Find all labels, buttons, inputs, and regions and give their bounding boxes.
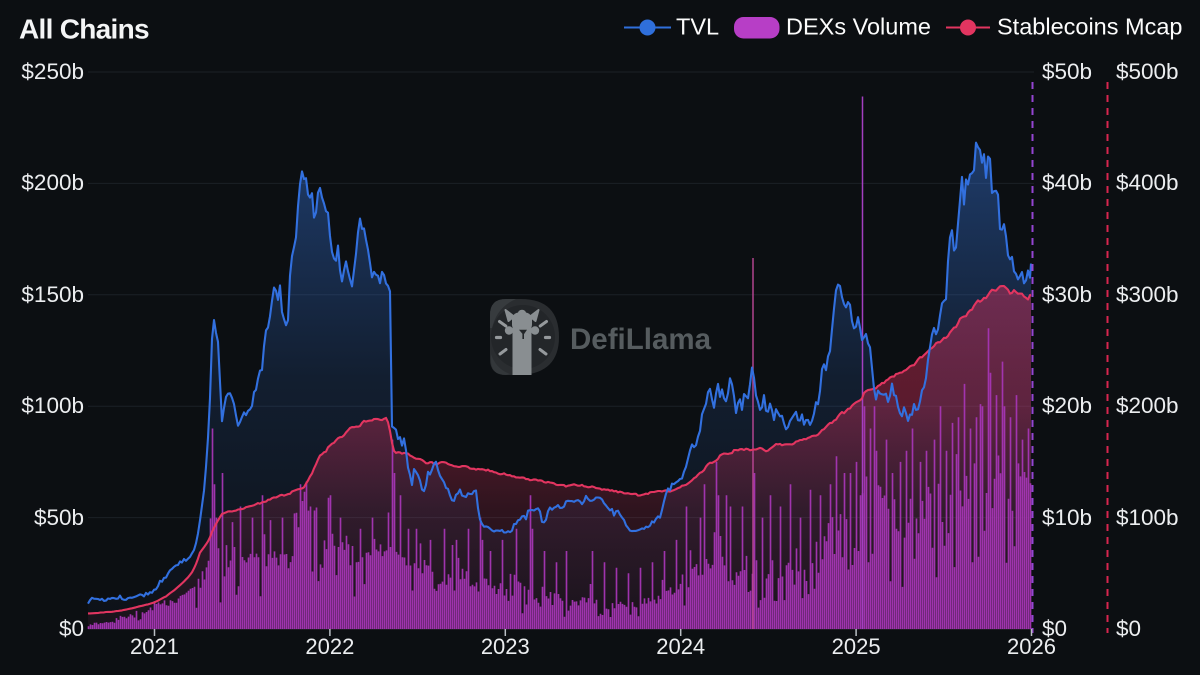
- svg-text:$0: $0: [1042, 616, 1067, 641]
- svg-text:$0: $0: [59, 616, 84, 641]
- svg-text:$200b: $200b: [1116, 393, 1179, 418]
- svg-text:$250b: $250b: [21, 59, 84, 84]
- svg-text:2023: 2023: [481, 634, 530, 659]
- svg-text:$150b: $150b: [21, 282, 84, 307]
- svg-text:$100b: $100b: [21, 393, 84, 418]
- svg-text:$400b: $400b: [1116, 170, 1179, 195]
- svg-text:Stablecoins Mcap: Stablecoins Mcap: [997, 14, 1183, 40]
- svg-text:$50b: $50b: [34, 505, 84, 530]
- svg-text:2021: 2021: [130, 634, 179, 659]
- svg-text:2022: 2022: [305, 634, 354, 659]
- svg-text:TVL: TVL: [676, 14, 719, 40]
- svg-text:$30b: $30b: [1042, 282, 1092, 307]
- svg-text:$50b: $50b: [1042, 59, 1092, 84]
- svg-text:All Chains: All Chains: [19, 14, 149, 45]
- svg-text:$500b: $500b: [1116, 59, 1179, 84]
- svg-text:2025: 2025: [832, 634, 881, 659]
- svg-text:$0: $0: [1116, 616, 1141, 641]
- svg-text:DefiLlama: DefiLlama: [570, 323, 712, 356]
- svg-text:$40b: $40b: [1042, 170, 1092, 195]
- svg-text:2026: 2026: [1007, 634, 1056, 659]
- svg-text:$10b: $10b: [1042, 505, 1092, 530]
- svg-text:$100b: $100b: [1116, 505, 1179, 530]
- svg-text:$20b: $20b: [1042, 393, 1092, 418]
- svg-text:$300b: $300b: [1116, 282, 1179, 307]
- svg-text:DEXs Volume: DEXs Volume: [786, 14, 931, 40]
- svg-text:2024: 2024: [656, 634, 705, 659]
- svg-text:$200b: $200b: [21, 170, 84, 195]
